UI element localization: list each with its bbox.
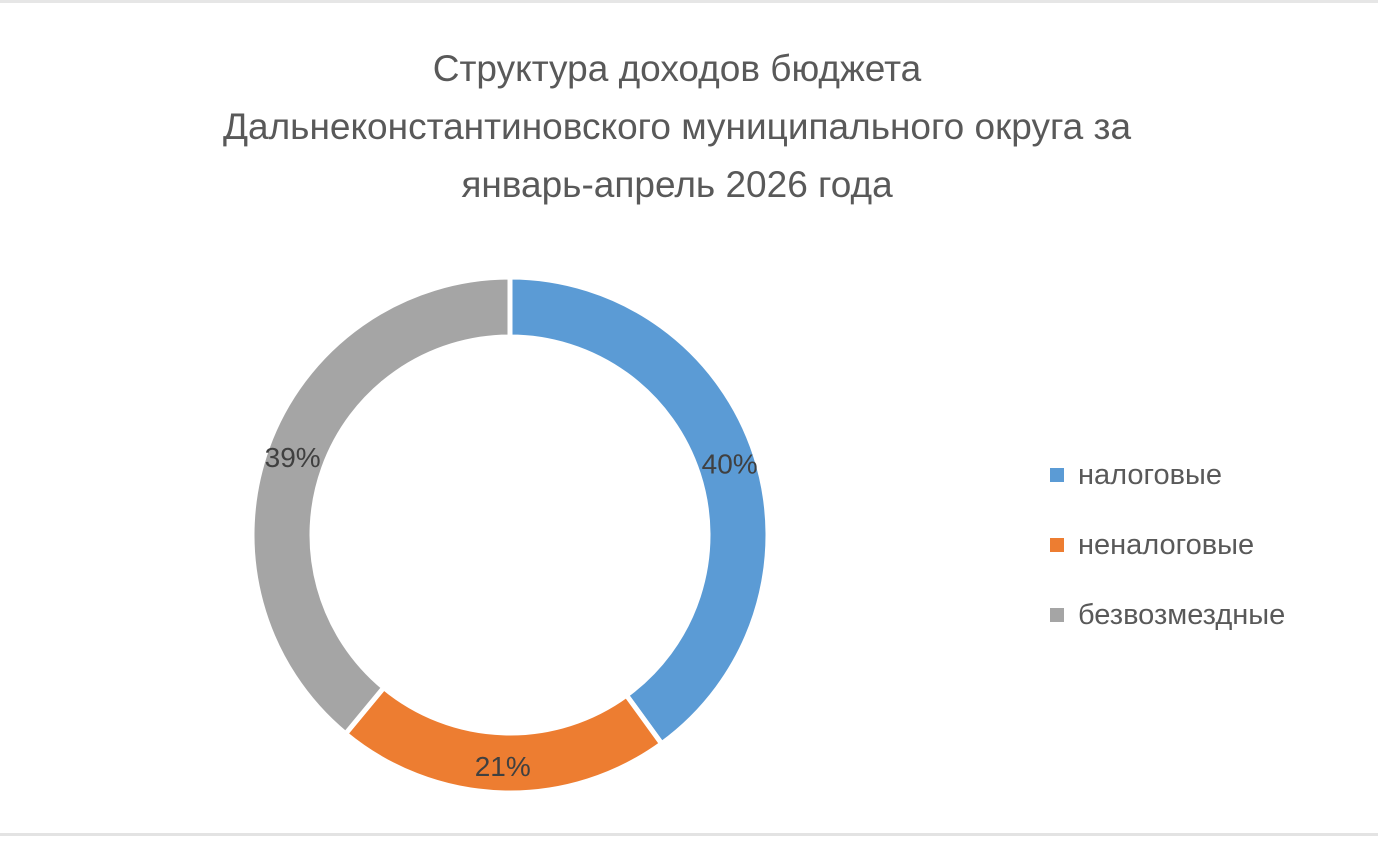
bottom-divider bbox=[0, 833, 1378, 836]
chart-title-line-2: Дальнеконстантиновского муниципального о… bbox=[222, 106, 1132, 147]
doughnut-slice-nalogovye bbox=[507, 274, 771, 748]
chart-title-line-3: январь-апрель 2026 года bbox=[461, 164, 893, 205]
legend-label-nalogovye: налоговые bbox=[1078, 458, 1222, 491]
legend-label-nenalogovye: неналоговые bbox=[1078, 528, 1255, 561]
legend-swatch-bezvozmezdnye bbox=[1050, 608, 1064, 622]
legend-item-bezvozmezdnye: безвозмездные bbox=[1050, 580, 1285, 650]
data-label-bezvozmezdnye: 39% bbox=[265, 442, 321, 473]
chart-title: Структура доходов бюджета Дальнеконстант… bbox=[60, 40, 1294, 214]
legend-item-nenalogovye: неналоговые bbox=[1050, 510, 1285, 580]
top-divider bbox=[0, 0, 1378, 3]
chart-title-line-1: Структура доходов бюджета bbox=[432, 48, 922, 89]
data-label-nenalogovye: 21% bbox=[475, 751, 531, 782]
legend-swatch-nalogovye bbox=[1050, 468, 1064, 482]
legend-label-bezvozmezdnye: безвозмездные bbox=[1078, 598, 1286, 631]
data-label-nalogovye: 40% bbox=[702, 449, 758, 480]
legend-item-nalogovye: налоговые bbox=[1050, 440, 1285, 510]
chart-legend: налоговые неналоговые безвозмездные bbox=[1050, 440, 1285, 650]
doughnut-slice-bezvozmezdnye bbox=[249, 274, 513, 738]
legend-swatch-nenalogovye bbox=[1050, 538, 1064, 552]
